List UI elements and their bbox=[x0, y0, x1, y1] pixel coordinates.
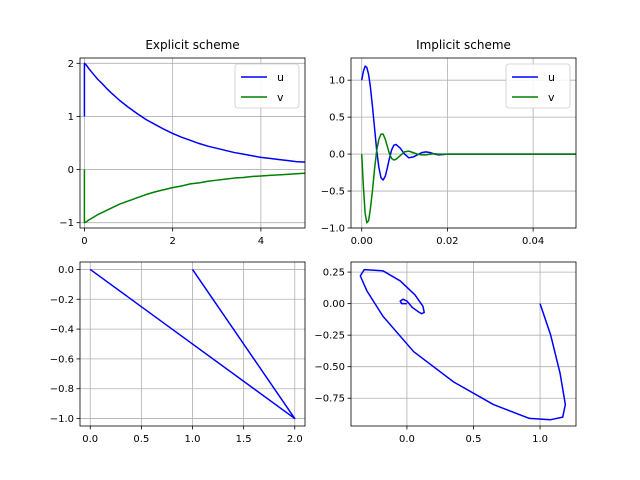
y-tick-label: 0.5 bbox=[329, 113, 345, 124]
legend-box bbox=[505, 63, 571, 109]
x-tick-label: 1.0 bbox=[185, 434, 201, 445]
series-line-1 bbox=[89, 268, 296, 420]
chart-panel-2: 0.00 0.02 0.04 −1.0 −0.5 0.0 0.5 1.0 Implicit sc… bbox=[321, 38, 577, 247]
chart-title: Explicit scheme bbox=[145, 38, 239, 52]
y-tick-label: 0.0 bbox=[329, 150, 345, 161]
y-tick-label: −0.25 bbox=[314, 331, 345, 342]
x-tick-label: 0.0 bbox=[82, 434, 98, 445]
legend-label: v bbox=[548, 91, 555, 104]
y-tick-label: −0.5 bbox=[321, 187, 345, 198]
series-line-u bbox=[83, 62, 305, 163]
x-tick-label: 0.04 bbox=[522, 236, 544, 247]
y-tick-label: −0.6 bbox=[50, 354, 74, 365]
legend-label: u bbox=[548, 71, 555, 84]
legend: uv bbox=[505, 63, 571, 109]
y-tick-label: −0.4 bbox=[50, 325, 74, 336]
y-tick-label: −0.2 bbox=[50, 295, 74, 306]
y-tick-label: −0.8 bbox=[50, 384, 74, 395]
x-tick-label: 0.5 bbox=[133, 434, 149, 445]
legend-label: u bbox=[277, 71, 284, 84]
series-line-v bbox=[360, 133, 576, 224]
y-tick-label: 1.0 bbox=[329, 76, 345, 87]
legend-box bbox=[234, 63, 300, 109]
y-tick-label: −1 bbox=[59, 218, 74, 229]
axes-frame bbox=[350, 261, 577, 427]
y-tick-label: 0.0 bbox=[58, 265, 74, 276]
axes-frame bbox=[350, 57, 577, 229]
y-tick-label: 0.00 bbox=[323, 299, 345, 310]
axes-frame bbox=[79, 261, 306, 427]
x-tick-label: 0.0 bbox=[399, 434, 415, 445]
y-tick-label: 2 bbox=[68, 59, 74, 70]
y-tick-label: −1.0 bbox=[50, 414, 74, 425]
x-tick-label: 1.5 bbox=[236, 434, 252, 445]
x-tick-label: 0.02 bbox=[436, 236, 458, 247]
y-tick-label: −1.0 bbox=[321, 224, 345, 235]
legend: uv bbox=[234, 63, 300, 109]
series-line-v bbox=[83, 169, 305, 224]
chart-title: Implicit scheme bbox=[416, 38, 511, 52]
y-tick-label: −0.50 bbox=[314, 362, 345, 373]
x-tick-label: 2 bbox=[169, 236, 175, 247]
x-tick-label: 0 bbox=[81, 236, 87, 247]
x-tick-label: 0.5 bbox=[466, 434, 482, 445]
chart-panel-4: 0.0 0.5 1.0 −0.75 −0.50 −0.25 0.00 0.25 bbox=[314, 261, 577, 445]
x-tick-label: 0.00 bbox=[351, 236, 373, 247]
legend-label: v bbox=[277, 91, 284, 104]
series-line-1 bbox=[359, 268, 567, 421]
x-tick-label: 4 bbox=[258, 236, 264, 247]
y-tick-label: −0.75 bbox=[314, 394, 345, 405]
x-tick-label: 1.0 bbox=[532, 434, 548, 445]
y-tick-label: 0 bbox=[68, 165, 74, 176]
y-tick-label: 0.25 bbox=[323, 268, 345, 279]
axes-frame bbox=[79, 57, 306, 229]
x-tick-label: 2.0 bbox=[287, 434, 303, 445]
chart-panel-1: 0 2 4 −1 0 1 2 Explicit scheme uv bbox=[59, 38, 306, 247]
y-tick-label: 1 bbox=[68, 112, 74, 123]
chart-panel-3: 0.0 0.5 1.0 1.5 2.0 −1.0 −0.8 −0.6 −0.4 −0.2 0.0 bbox=[50, 261, 306, 445]
